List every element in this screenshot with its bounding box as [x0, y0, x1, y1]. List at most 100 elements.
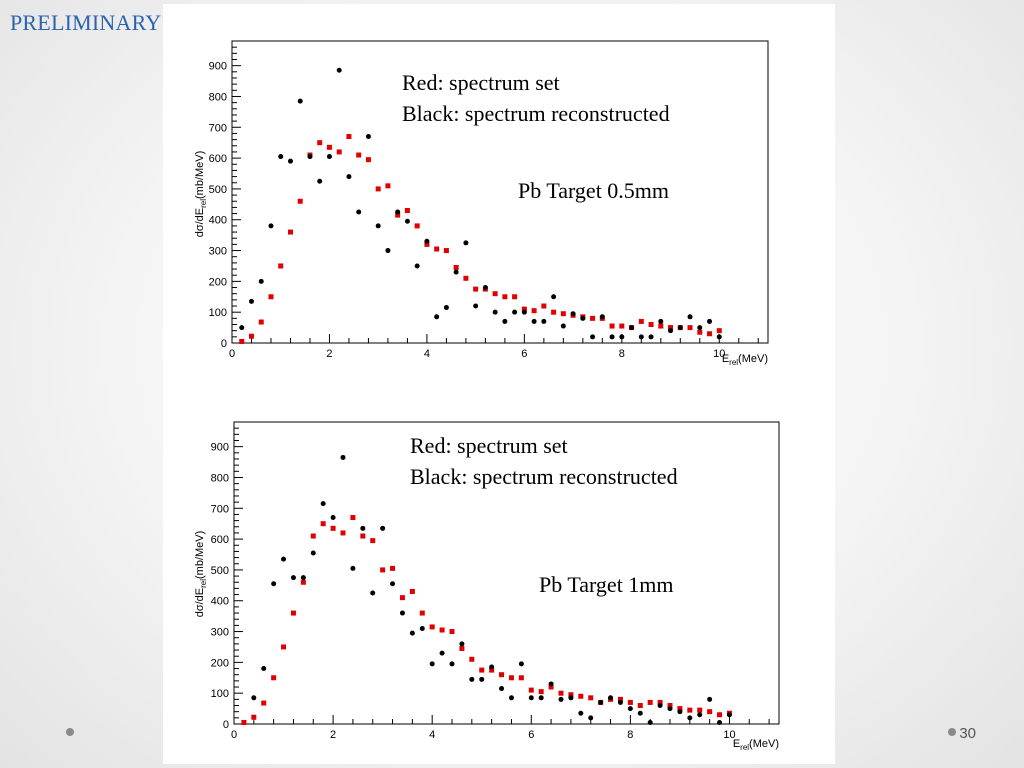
black-data-point [608, 695, 614, 701]
red-data-point [336, 149, 342, 155]
black-data-point [627, 706, 633, 712]
red-data-point [271, 675, 277, 681]
black-data-point [560, 323, 566, 329]
black-data-point [528, 695, 534, 701]
black-data-point [726, 712, 732, 718]
black-data-point [380, 525, 386, 531]
black-data-point [239, 325, 245, 331]
y-tick-label: 100 [209, 307, 227, 319]
black-data-point [717, 719, 723, 725]
y-tick-label: 800 [209, 91, 227, 103]
x-tick-label: 0 [229, 348, 235, 360]
red-data-point [551, 309, 557, 315]
red-data-point [637, 703, 643, 709]
red-data-point [648, 322, 654, 328]
chart-1-legend-black: Black: spectrum reconstructed [402, 101, 670, 126]
black-data-point [551, 294, 557, 300]
y-tick-label: 0 [221, 338, 227, 350]
black-data-point [317, 178, 323, 184]
y-tick-label: 200 [211, 657, 229, 669]
red-data-point [463, 275, 469, 281]
y-tick-label: 300 [209, 246, 227, 258]
red-data-point [375, 186, 381, 192]
black-data-point [617, 699, 623, 705]
black-data-point [290, 575, 296, 581]
red-data-point [647, 699, 653, 705]
red-data-point [473, 286, 479, 292]
black-data-point [434, 314, 440, 320]
red-data-point [239, 338, 245, 344]
black-data-point [390, 581, 396, 587]
black-data-point [463, 240, 469, 246]
red-data-point [658, 323, 664, 329]
red-data-point [558, 690, 564, 696]
red-data-point [560, 311, 566, 317]
black-data-point [716, 334, 722, 340]
black-data-point [538, 695, 544, 701]
x-tick-label: 8 [627, 729, 633, 741]
black-data-point [609, 334, 615, 340]
black-data-point [677, 709, 683, 715]
chart-1-target-label: Pb Target 0.5mm [518, 178, 669, 203]
black-data-point [261, 666, 267, 672]
red-data-point [390, 565, 396, 571]
black-data-point [429, 661, 435, 667]
black-data-point [370, 590, 376, 596]
red-data-point [380, 567, 386, 573]
chart-2-xlabel: Erel(MeV) [733, 738, 779, 752]
right-bullet-dot [948, 728, 956, 736]
black-data-point [459, 641, 465, 647]
black-data-point [356, 209, 362, 215]
black-data-point [439, 650, 445, 656]
y-tick-label: 900 [209, 61, 227, 73]
chart-1-x-ticks: 0 2 4 6 8 10 [229, 334, 759, 360]
red-data-point [588, 695, 594, 701]
black-data-point [330, 515, 336, 521]
red-data-point [419, 610, 425, 616]
red-data-point [538, 689, 544, 695]
red-data-point [356, 152, 362, 158]
red-data-point [521, 306, 527, 312]
y-tick-label: 400 [211, 596, 229, 608]
black-data-point [375, 223, 381, 229]
black-data-point [707, 696, 713, 702]
red-data-point [310, 533, 316, 539]
y-tick-label: 500 [209, 184, 227, 196]
red-data-point [424, 241, 430, 247]
black-data-point [350, 565, 356, 571]
y-tick-label: 700 [211, 503, 229, 515]
y-tick-label: 900 [211, 442, 229, 454]
y-tick-label: 500 [211, 565, 229, 577]
x-tick-label: 2 [330, 729, 336, 741]
black-data-point [502, 318, 508, 324]
x-tick-label: 0 [231, 729, 237, 741]
black-data-point [449, 661, 455, 667]
black-data-point [385, 248, 391, 254]
black-data-point [499, 686, 505, 692]
black-data-point [360, 525, 366, 531]
black-data-point [658, 318, 664, 324]
black-data-point [271, 581, 277, 587]
black-data-point [598, 699, 604, 705]
red-data-point [300, 579, 306, 585]
black-data-point [310, 550, 316, 556]
black-data-point [336, 67, 342, 73]
black-data-point [697, 712, 703, 718]
page-number: 30 [959, 725, 976, 742]
x-tick-label: 4 [429, 729, 435, 741]
red-data-point [241, 719, 247, 725]
chart-1-points [239, 67, 722, 344]
red-data-point [627, 699, 633, 705]
red-data-point [492, 291, 498, 297]
red-data-point [258, 319, 264, 325]
black-data-point [548, 681, 554, 687]
black-data-point [424, 238, 430, 244]
black-data-point [619, 334, 625, 340]
red-data-point [340, 530, 346, 536]
red-data-point [707, 709, 713, 715]
red-data-point [499, 672, 505, 678]
black-data-point [687, 715, 693, 721]
red-data-point [697, 329, 703, 335]
red-data-point [346, 134, 352, 140]
black-data-point [443, 305, 449, 311]
